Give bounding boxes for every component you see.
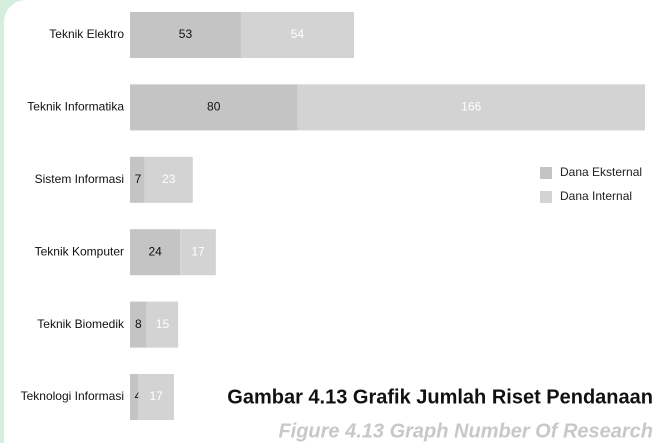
legend-swatch <box>540 191 552 203</box>
card: Gambar 4.13 Grafik Jumlah Riset Pendanaa… <box>4 0 665 443</box>
legend-swatch <box>540 167 552 179</box>
category-label: Teknik Biomedik <box>37 317 125 331</box>
bar-segment <box>144 156 193 203</box>
value-label: 7 <box>135 172 142 186</box>
value-label: 15 <box>156 317 170 331</box>
value-label: 54 <box>291 27 305 41</box>
value-label: 17 <box>149 389 163 403</box>
caption-title: Gambar 4.13 Grafik Jumlah Riset Pendanaa… <box>227 386 653 408</box>
bar-segment <box>240 12 355 58</box>
bar-segment <box>130 229 181 276</box>
category-label: Sistem Informasi <box>35 172 124 186</box>
legend-label: Dana Eksternal <box>560 165 642 179</box>
value-label: 17 <box>191 244 205 258</box>
category-label: Teknik Komputer <box>35 244 124 258</box>
chart: Gambar 4.13 Grafik Jumlah Riset Pendanaa… <box>21 12 653 442</box>
value-label: 8 <box>135 317 142 331</box>
category-label: Teknik Elektro <box>49 27 124 41</box>
value-label: 23 <box>162 172 176 186</box>
bar-segment <box>297 84 645 131</box>
value-label: 80 <box>207 100 221 114</box>
category-label: Teknologi Informasi <box>21 389 124 403</box>
value-label: 4 <box>135 389 142 403</box>
caption-subtitle: Figure 4.13 Graph Number Of Research <box>278 420 653 442</box>
value-label: 53 <box>179 27 193 41</box>
bar-segment <box>180 229 216 276</box>
value-label: 166 <box>461 100 481 114</box>
bar-segment <box>130 156 145 203</box>
category-label: Teknik Informatika <box>27 100 124 114</box>
bar-segment <box>130 374 139 420</box>
bar-segment <box>146 301 179 348</box>
bar-segment <box>130 12 241 58</box>
value-label: 24 <box>148 244 162 258</box>
legend-label: Dana Internal <box>560 189 632 203</box>
bar-segment <box>130 301 147 348</box>
bar-segment <box>138 374 174 420</box>
bar-segment <box>130 84 298 131</box>
